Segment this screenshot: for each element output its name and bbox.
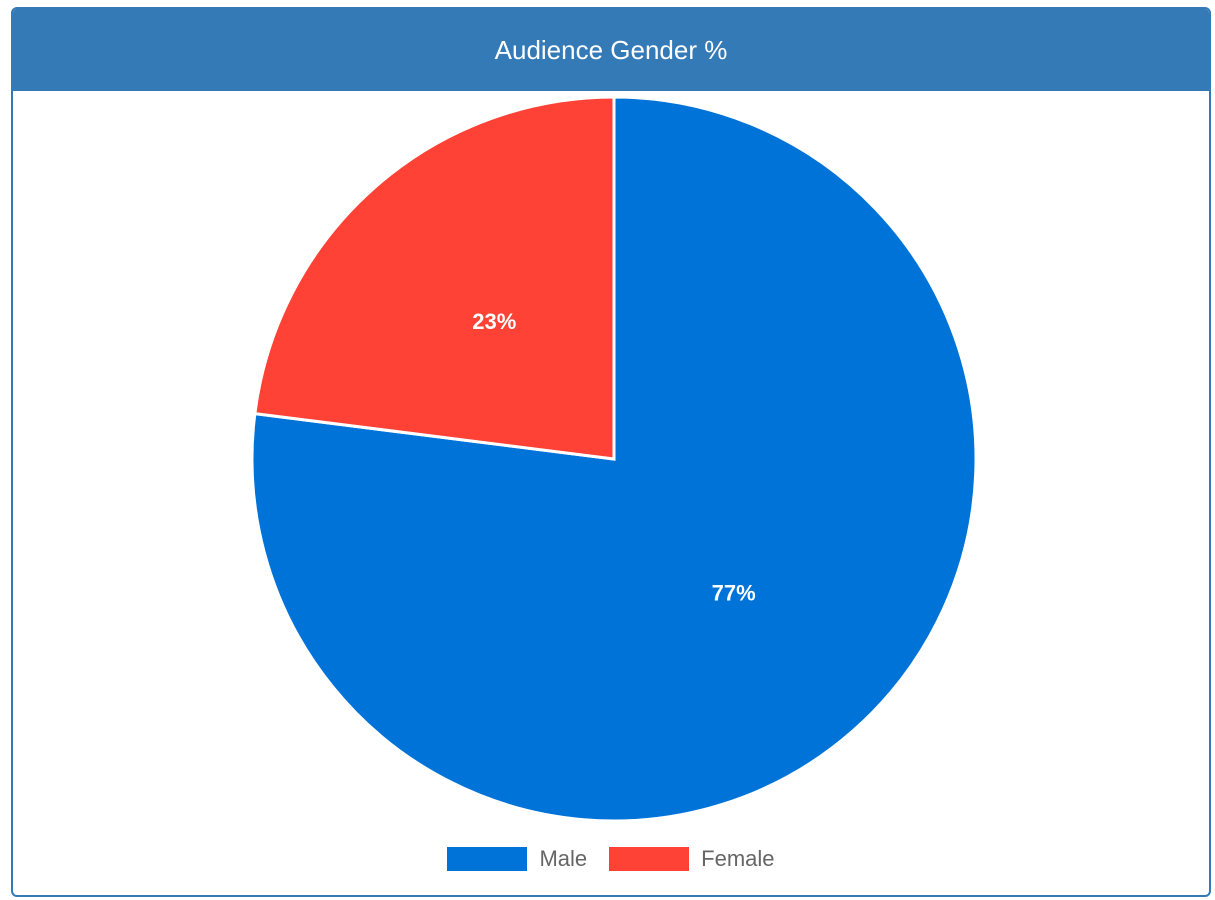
- legend-item-male[interactable]: Male: [447, 846, 587, 872]
- legend-label-male: Male: [539, 846, 588, 871]
- slice-label-female: 23%: [472, 309, 516, 334]
- pie-slice-female[interactable]: [253, 95, 616, 461]
- legend-item-female[interactable]: Female: [609, 846, 775, 872]
- legend-swatch-male: [447, 847, 528, 871]
- panel-heading: Audience Gender %: [13, 9, 1209, 91]
- legend-swatch-female: [609, 847, 690, 871]
- chart-legend: Male Female: [13, 846, 1209, 872]
- chart-title: Audience Gender %: [494, 34, 728, 65]
- pie-chart: 77% 23%: [250, 95, 978, 823]
- chart-panel: Audience Gender % 77% 23% Male Female: [11, 7, 1211, 897]
- chart-area: 77% 23% Male Female: [13, 91, 1209, 895]
- legend-label-female: Female: [701, 846, 775, 871]
- slice-label-male: 77%: [712, 581, 756, 606]
